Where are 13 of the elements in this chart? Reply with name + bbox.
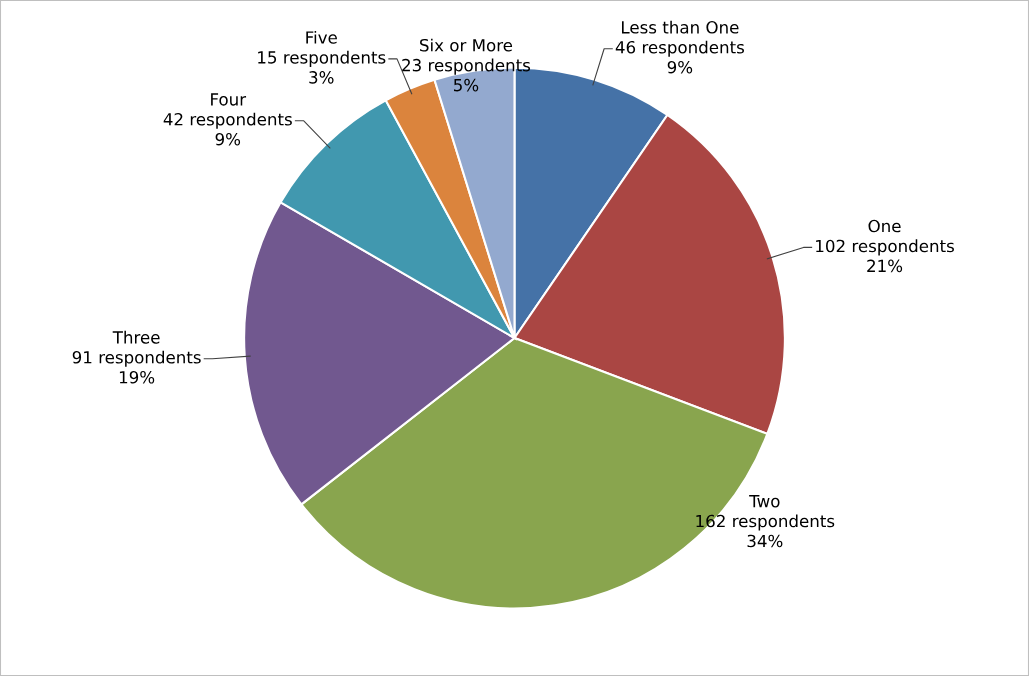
data-label: 91 respondents 19% (72, 350, 201, 384)
slice-label: One (868, 219, 901, 233)
slice-label: Three (112, 330, 160, 344)
data-label: 23 respondents 5% (402, 58, 531, 92)
data-label: 46 respondents 9% (615, 40, 744, 74)
slice-label: Two (749, 495, 780, 508)
slice-label: Less than One (622, 20, 739, 34)
slice-label: Five (306, 30, 337, 44)
slice-label: Six or More (420, 38, 513, 52)
data-label: 102 respondents 21% (816, 239, 954, 273)
slice-label: Four (211, 93, 247, 106)
data-label: 42 respondents 9% (163, 112, 292, 146)
data-label: 15 respondents 3% (258, 50, 386, 84)
